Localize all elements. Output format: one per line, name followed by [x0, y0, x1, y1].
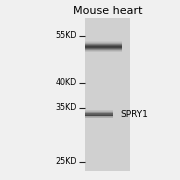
- Bar: [85, 48, 122, 49]
- Bar: [85, 117, 113, 118]
- Bar: [85, 47, 122, 48]
- Bar: [85, 116, 113, 117]
- Bar: [85, 112, 113, 113]
- Bar: [85, 18, 130, 171]
- Text: 55KD: 55KD: [55, 31, 76, 40]
- Bar: [85, 45, 122, 46]
- Bar: [85, 51, 122, 52]
- Bar: [85, 110, 113, 111]
- Text: SPRY1: SPRY1: [121, 110, 148, 119]
- Bar: [85, 43, 122, 44]
- Text: 40KD: 40KD: [55, 78, 76, 87]
- Bar: [85, 49, 122, 50]
- Bar: [85, 113, 113, 114]
- Bar: [85, 50, 122, 51]
- Bar: [85, 115, 113, 116]
- Bar: [85, 44, 122, 45]
- Bar: [85, 115, 113, 116]
- Bar: [85, 42, 122, 43]
- Bar: [85, 116, 113, 117]
- Text: 25KD: 25KD: [55, 158, 76, 166]
- Bar: [85, 114, 113, 115]
- Text: 35KD: 35KD: [55, 103, 76, 112]
- Bar: [85, 46, 122, 47]
- Text: Mouse heart: Mouse heart: [73, 6, 143, 16]
